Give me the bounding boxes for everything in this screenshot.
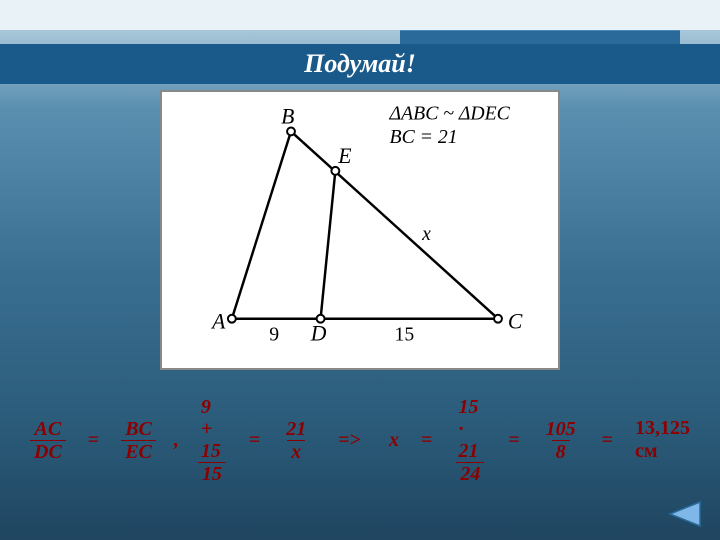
var-x: x (389, 429, 399, 452)
solution-math: AC DC = BC EC , 9 + 15 15 = 21 x => x = … (30, 410, 690, 470)
accent-bar (400, 30, 680, 44)
back-triangle-icon (664, 500, 704, 528)
edge-DE (321, 171, 336, 319)
edge-label-AD: 9 (269, 323, 279, 345)
frac-105-8: 105 8 (542, 418, 580, 463)
frac-sum-15: 9 + 15 15 (197, 396, 227, 485)
frac-21-x: 21 x (282, 418, 310, 463)
eq4: = (508, 429, 519, 452)
label-B: B (281, 105, 294, 129)
result: 13,125 см (635, 417, 690, 463)
label-E: E (337, 144, 351, 168)
edge-label-EC: x (421, 223, 431, 245)
figure-svg: ΔABC ~ ΔDEC BC = 21 A B C D E 9 15 x (162, 92, 558, 368)
vertex-E (331, 167, 339, 175)
frac-ac-dc: AC DC (30, 418, 66, 463)
vertex-B (287, 127, 295, 135)
slide-title: Подумай! (304, 49, 416, 79)
back-button[interactable] (664, 500, 704, 528)
title-bar: Подумай! (0, 44, 720, 84)
edge-label-DC: 15 (395, 323, 415, 345)
given-similarity: ΔABC ~ ΔDEC (389, 103, 511, 125)
given-bc: BC = 21 (390, 126, 458, 148)
eq2: = (249, 429, 260, 452)
edges (232, 131, 498, 318)
label-C: C (508, 310, 523, 334)
top-banner (0, 0, 720, 30)
vertex-C (494, 315, 502, 323)
vertex-A (228, 315, 236, 323)
comma: , (174, 429, 179, 452)
label-D: D (310, 321, 327, 345)
eq1: = (88, 429, 99, 452)
vertices (228, 127, 502, 322)
edge-BC (291, 131, 498, 318)
eq5: = (602, 429, 613, 452)
implies: => (338, 429, 361, 452)
edge-AB (232, 131, 291, 318)
eq3: = (421, 429, 432, 452)
frac-bc-ec: BC EC (121, 418, 156, 463)
geometry-figure: ΔABC ~ ΔDEC BC = 21 A B C D E 9 15 x (160, 90, 560, 370)
label-A: A (210, 310, 226, 334)
frac-prod-24: 15 · 21 24 (454, 396, 486, 485)
